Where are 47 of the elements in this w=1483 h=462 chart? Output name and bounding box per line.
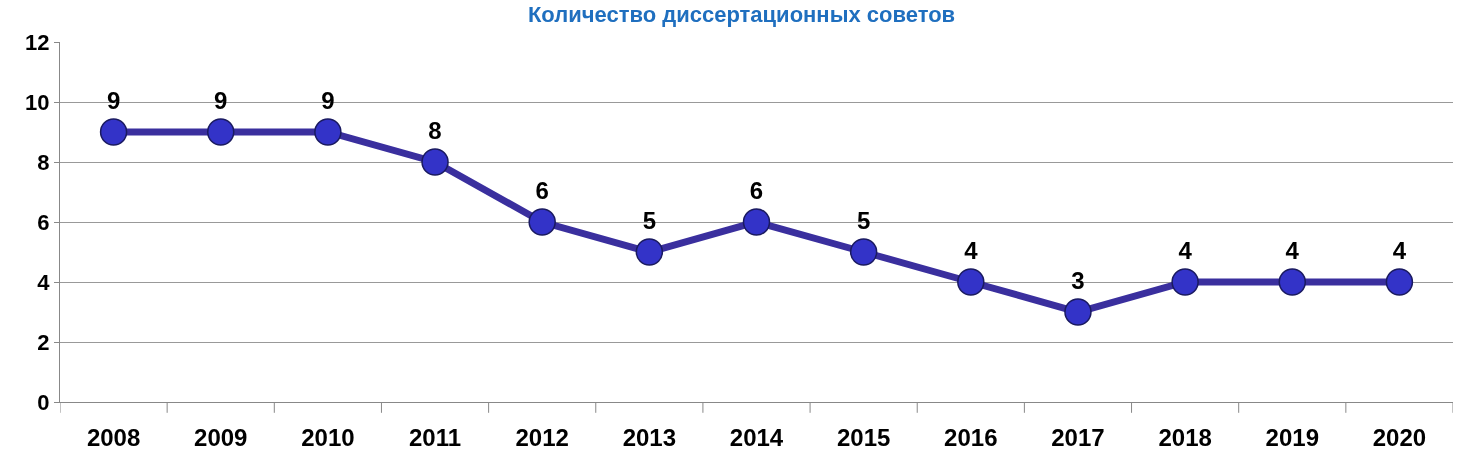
x-tick-label: 2008 — [86, 423, 141, 451]
chart-title: Количество диссертационных советов — [527, 2, 956, 28]
data-label: 9 — [321, 86, 335, 114]
data-label: 4 — [1392, 236, 1407, 264]
data-label: 9 — [106, 86, 121, 114]
point — [849, 238, 878, 266]
x-tick-label: 2015 — [836, 423, 891, 451]
point — [1278, 268, 1307, 296]
point — [1385, 268, 1414, 296]
data-label: 8 — [428, 116, 442, 144]
x-tick-label: 2012 — [515, 423, 569, 451]
point — [635, 238, 664, 266]
data-label: 4 — [964, 236, 979, 264]
x-tick-label: 2010 — [301, 423, 355, 451]
y-tick-label: 0 — [37, 389, 50, 415]
data-label: 3 — [1071, 266, 1085, 294]
y-tick-label: 6 — [37, 209, 50, 235]
data-label: 9 — [214, 86, 228, 114]
point — [99, 118, 128, 146]
x-tick-label: 2019 — [1265, 423, 1319, 451]
point — [1171, 268, 1199, 296]
point — [1064, 298, 1092, 326]
point — [742, 208, 771, 236]
x-tick-label: 2013 — [622, 423, 677, 451]
data-label: 5 — [856, 206, 871, 234]
point — [314, 118, 342, 146]
x-tick-label: 2018 — [1158, 423, 1212, 451]
point — [206, 118, 235, 146]
data-label: 5 — [642, 206, 657, 234]
x-tick-label: 2020 — [1372, 423, 1427, 451]
x-tick-label: 2011 — [409, 423, 462, 451]
data-label: 6 — [749, 176, 764, 204]
y-tick-label: 2 — [37, 329, 50, 355]
x-tick-label: 2014 — [729, 423, 784, 451]
y-tick-label: 8 — [37, 149, 50, 175]
point — [528, 208, 556, 236]
x-tick-label: 2009 — [194, 423, 248, 451]
data-label: 4 — [1285, 236, 1300, 264]
x-tick-label: 2016 — [944, 423, 998, 451]
y-tick-label: 4 — [37, 269, 51, 295]
data-label: 4 — [1178, 236, 1193, 264]
point — [957, 268, 985, 296]
y-tick-label: 12 — [25, 29, 50, 55]
data-label: 6 — [535, 176, 549, 204]
x-tick-label: 2017 — [1051, 423, 1105, 451]
point — [421, 148, 449, 176]
y-tick-label: 10 — [25, 89, 50, 115]
